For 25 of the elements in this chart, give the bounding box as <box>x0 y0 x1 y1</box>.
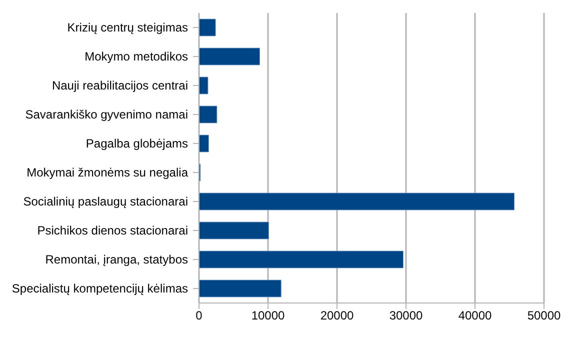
bar <box>199 222 269 240</box>
bar <box>199 192 515 210</box>
bar <box>199 48 260 66</box>
y-tick-label: Nauji reabilitacijos centrai <box>52 78 188 92</box>
y-tick-label: Specialistų kompetencijų kėlimas <box>12 282 188 296</box>
y-tick-label: Pagalba globėjams <box>86 136 188 150</box>
y-tick-label: Mokymo metodikos <box>84 50 188 64</box>
x-tick-label: 20000 <box>320 308 354 323</box>
y-tick-label: Remontai, įranga, statybos <box>45 252 188 266</box>
y-tick-label: Socialinių paslaugų stacionarai <box>23 194 188 208</box>
bar <box>199 18 216 36</box>
y-tick-label: Savarankiško gyvenimo namai <box>25 108 188 122</box>
bar <box>199 250 404 268</box>
x-tick-label: 50000 <box>527 308 562 323</box>
bar <box>199 134 209 152</box>
x-tick-label: 10000 <box>251 308 286 323</box>
x-tick-label: 40000 <box>458 308 492 323</box>
y-tick-label: Krizių centrų steigimas <box>67 20 188 34</box>
bar <box>199 76 208 94</box>
x-tick-label: 0 <box>196 308 203 323</box>
y-tick-label: Mokymai žmonėms su negalia <box>26 166 188 180</box>
x-tick-label: 30000 <box>389 308 424 323</box>
bar <box>199 106 218 124</box>
y-tick-label: Psichikos dienos stacionarai <box>37 224 188 238</box>
bar <box>199 280 282 298</box>
